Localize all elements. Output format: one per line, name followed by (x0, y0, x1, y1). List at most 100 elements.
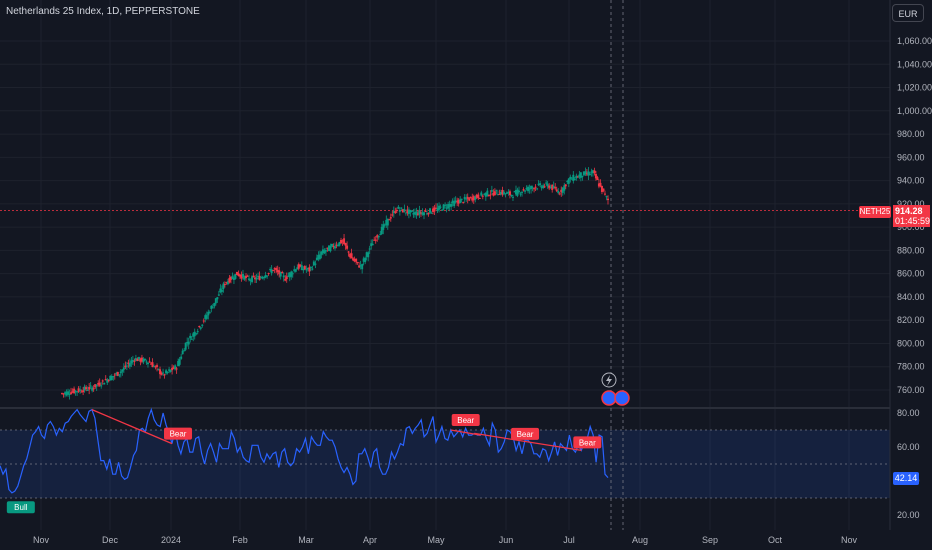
candle-body (409, 209, 412, 213)
bear-label: Bear (517, 430, 534, 439)
candle-body (521, 191, 524, 193)
candle-body (439, 206, 442, 208)
candle-body (560, 189, 563, 193)
candle-body (143, 358, 146, 361)
candle-body (371, 243, 374, 246)
candle-body (582, 171, 585, 176)
candle-body (260, 277, 263, 279)
earnings-icon[interactable] (601, 390, 617, 406)
candle-body (232, 278, 235, 280)
candle-body (552, 186, 555, 189)
candle-body (518, 190, 521, 193)
price-tick-label: 1,040.00 (897, 59, 932, 69)
candle-body (398, 209, 401, 212)
candle-body (350, 253, 353, 259)
candle-body (118, 374, 121, 376)
candle-body (279, 272, 282, 277)
currency-button[interactable]: EUR (892, 4, 924, 22)
candle-body (119, 371, 122, 374)
candle-body (62, 393, 65, 395)
candle-body (97, 382, 100, 385)
candle-body (278, 270, 281, 275)
candle-body (248, 278, 251, 280)
candle-body (376, 235, 379, 238)
candle-body (344, 242, 347, 246)
candle-body (208, 312, 211, 314)
divergence-line (450, 429, 481, 436)
candle-body (502, 191, 505, 194)
candle-body (199, 327, 202, 329)
candle-body (76, 391, 79, 393)
candle-body (237, 273, 240, 276)
time-tick-label: Sep (702, 535, 718, 545)
time-tick-label: May (427, 535, 445, 545)
candle-body (421, 212, 424, 215)
price-axis-labels[interactable]: 760.00 780.00 800.00 820.00 840.00 860.00 880.… (897, 36, 932, 395)
candle-body (531, 187, 534, 189)
candle-body (229, 276, 232, 280)
candle-body (572, 174, 575, 182)
candle-body (324, 250, 327, 252)
candle-body (235, 271, 238, 275)
candle-body (508, 191, 511, 196)
candle-body (177, 361, 180, 367)
candle-body (186, 341, 189, 343)
candle-body (308, 267, 311, 272)
candle-body (139, 358, 142, 362)
time-axis-labels[interactable]: Nov Dec 2024 Feb Mar Apr May Jun Jul Aug Sep Oct Nov (33, 535, 858, 545)
candles (61, 167, 609, 400)
candle-body (311, 268, 314, 270)
candle-body (558, 193, 561, 195)
candle-body (463, 196, 466, 200)
candle-body (534, 186, 537, 188)
candle-body (98, 382, 101, 386)
candle-body (448, 204, 451, 207)
candle-body (160, 372, 163, 375)
candle-body (385, 219, 388, 226)
candle-body (154, 366, 157, 368)
candle-body (64, 392, 67, 394)
time-tick-label: Feb (232, 535, 248, 545)
bear-label-box (511, 427, 540, 440)
candle-body (175, 368, 178, 370)
candle-body (288, 272, 291, 278)
candle-body (493, 191, 496, 196)
candle-body (557, 191, 560, 193)
candle-body (355, 258, 358, 262)
candle-body (341, 240, 344, 242)
candle-body (79, 389, 82, 391)
candle-body (252, 276, 255, 278)
candle-body (573, 179, 576, 181)
event-icons[interactable] (601, 372, 630, 406)
bear-label: Bear (579, 438, 596, 447)
chart-title: Netherlands 25 Index, 1D, PEPPERSTONE (6, 6, 200, 17)
candle-body (504, 193, 507, 195)
candle-body (211, 307, 214, 309)
candle-body (231, 276, 234, 279)
candle-body (410, 210, 413, 212)
candle-body (201, 324, 204, 326)
candle-body (192, 333, 195, 337)
annotations: Bull Bear Bear Bear Bear (6, 414, 602, 514)
candle-body (189, 335, 192, 339)
candle-body (222, 283, 225, 289)
time-tick-label: Mar (298, 535, 314, 545)
candle-body (438, 205, 441, 210)
bear-label: Bear (170, 430, 187, 439)
candle-body (136, 358, 139, 362)
candle-body (492, 193, 495, 196)
candle-body (134, 358, 137, 361)
candle-body (149, 363, 152, 365)
earnings-icon[interactable] (614, 390, 630, 406)
candle-body (156, 365, 159, 367)
candle-body (591, 170, 594, 174)
candle-body (422, 212, 425, 216)
candle-body (187, 341, 190, 345)
candle-body (303, 265, 306, 270)
candle-body (159, 369, 162, 375)
candle-body (145, 361, 148, 363)
price-tick-label: 980.00 (897, 129, 925, 139)
candle-body (490, 190, 493, 192)
